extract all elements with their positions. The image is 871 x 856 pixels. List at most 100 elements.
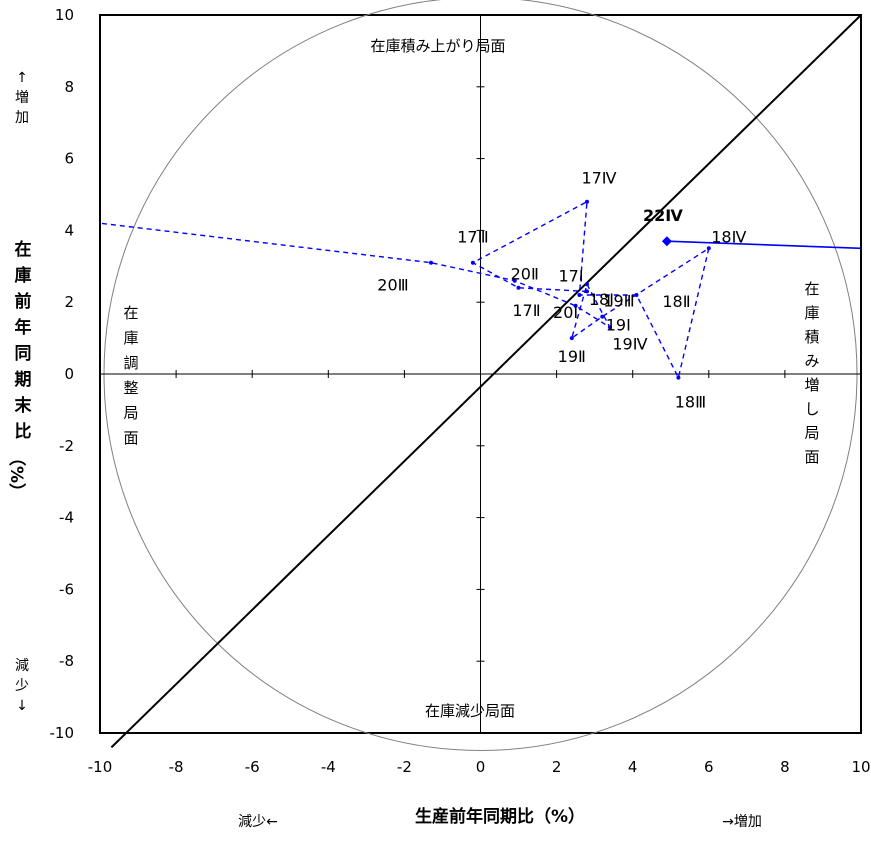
y-tick-label: 0: [64, 365, 74, 383]
point-label: 18Ⅲ: [675, 393, 706, 412]
y-decrease-label: 減少 ↓: [15, 657, 29, 714]
vertical-char: 面: [804, 448, 819, 466]
axis-minor-ticks: [99, 14, 862, 734]
x-decrease-label: 減少←: [238, 813, 278, 830]
y-axis-title-char: 末: [15, 395, 33, 416]
data-point-marker: [573, 303, 578, 308]
point-label: 19Ⅲ: [603, 291, 634, 310]
point-label: 18Ⅳ: [711, 227, 746, 246]
y-axis-title-unit: （%）: [6, 449, 27, 500]
point-label: 17Ⅱ: [512, 301, 540, 320]
vertical-char: 面: [123, 429, 138, 447]
vertical-char: 局: [123, 404, 138, 422]
y-tick-label: -6: [59, 580, 74, 598]
series-layer: [99, 199, 862, 380]
y-tick-label: -10: [50, 724, 75, 742]
data-point-marker: [577, 293, 582, 297]
series-line-2: [666, 240, 862, 250]
x-tick-label: 10: [851, 758, 870, 776]
vertical-char: ↑: [16, 70, 28, 86]
point-label: 17Ⅲ: [457, 228, 488, 247]
point-label: 20Ⅰ: [553, 303, 578, 322]
data-point-marker: [516, 285, 521, 290]
vertical-char: 在: [804, 280, 819, 298]
vertical-char: 減: [15, 657, 29, 674]
data-point-marker: [512, 278, 517, 283]
point-label: 19Ⅳ: [612, 334, 647, 353]
data-point-marker: [429, 260, 433, 265]
data-point-marker: [585, 289, 589, 294]
vertical-char: 少: [15, 678, 29, 694]
y-axis-title-char: 同: [15, 344, 32, 364]
y-tick-label: -4: [59, 509, 74, 527]
y-tick-label: 2: [64, 293, 74, 311]
y-tick-label: 4: [64, 221, 74, 239]
region-label-top: 在庫積み上がり局面: [370, 37, 505, 55]
y-axis-title-char: 期: [15, 370, 32, 390]
y-tick-label: 6: [64, 150, 74, 168]
y-tick-labels: 10 8 6 4 2 0 -2 -4 -6 -8 -10: [50, 6, 75, 742]
data-point-marker: [569, 336, 574, 341]
vertical-char: 庫: [804, 304, 819, 322]
point-label: 18Ⅱ: [662, 292, 690, 311]
data-point-marker: [470, 260, 475, 265]
y-tick-label: -2: [59, 437, 74, 455]
x-tick-labels: -10 -8 -6 -4 -2 0 2 4 6 8 10: [88, 758, 871, 776]
x-increase-label: →増加: [722, 814, 762, 830]
vertical-char: し: [804, 400, 819, 418]
vertical-char: ↓: [16, 698, 28, 714]
diagonal-reference-line: [110, 14, 862, 749]
vertical-char: 増: [15, 90, 29, 106]
x-tick-label: 0: [476, 758, 486, 776]
data-point-marker: [585, 199, 589, 204]
vertical-char: 積: [804, 328, 819, 346]
vertical-char: み: [804, 352, 819, 370]
vertical-char: 調: [123, 354, 138, 372]
data-point-marker: [600, 314, 605, 319]
point-label: 19Ⅰ: [606, 316, 631, 335]
point-label: 17Ⅰ: [558, 266, 583, 285]
data-point-marker: [706, 246, 711, 251]
y-tick-label: 8: [64, 78, 74, 96]
point-labels: 17Ⅰ 17Ⅱ 17Ⅲ 17Ⅳ 18Ⅰ 18Ⅱ 18Ⅲ 18Ⅳ 19Ⅰ 19Ⅱ 19Ⅲ 19Ⅳ 20Ⅰ 2…: [377, 169, 746, 412]
data-point-marker: [661, 236, 672, 247]
x-axis-title: 生産前年同期比（%）: [415, 806, 585, 827]
y-axis-title-char: 比: [15, 421, 32, 442]
x-tick-label: 2: [552, 758, 562, 776]
point-label: 22Ⅳ: [643, 206, 683, 225]
x-tick-label: 8: [780, 758, 790, 776]
point-label: 19Ⅱ: [558, 347, 586, 366]
data-point-marker: [585, 282, 589, 287]
data-point-marker: [676, 375, 681, 380]
data-point-marker: [634, 293, 639, 297]
data-point-marker: [607, 325, 612, 330]
point-label: 17Ⅳ: [581, 169, 616, 188]
y-tick-label: -8: [59, 652, 74, 670]
x-tick-label: 6: [704, 758, 714, 776]
vertical-char: 庫: [123, 329, 138, 347]
point-label: 20Ⅲ: [377, 276, 408, 295]
y-axis-title-char: 在: [15, 239, 32, 260]
vertical-char: 加: [15, 110, 29, 126]
y-axis-title-char: 庫: [15, 265, 32, 286]
y-tick-label: 10: [55, 6, 74, 24]
vertical-char: 局: [804, 424, 819, 442]
x-tick-label: -2: [397, 758, 412, 776]
x-tick-label: -10: [88, 758, 113, 776]
y-axis-title-char: 前: [15, 291, 32, 312]
x-tick-label: -6: [245, 758, 260, 776]
vertical-char: 整: [123, 379, 138, 397]
vertical-char: 増: [804, 376, 819, 394]
region-label-bottom: 在庫減少局面: [425, 702, 515, 720]
point-label: 18Ⅰ: [589, 290, 614, 309]
point-label: 20Ⅱ: [511, 265, 539, 284]
y-axis-title-char: 年: [15, 317, 32, 338]
x-tick-label: 4: [628, 758, 638, 776]
x-tick-label: -4: [321, 758, 336, 776]
vertical-char: 在: [123, 304, 138, 322]
y-increase-label: ↑ 増加: [15, 70, 29, 126]
